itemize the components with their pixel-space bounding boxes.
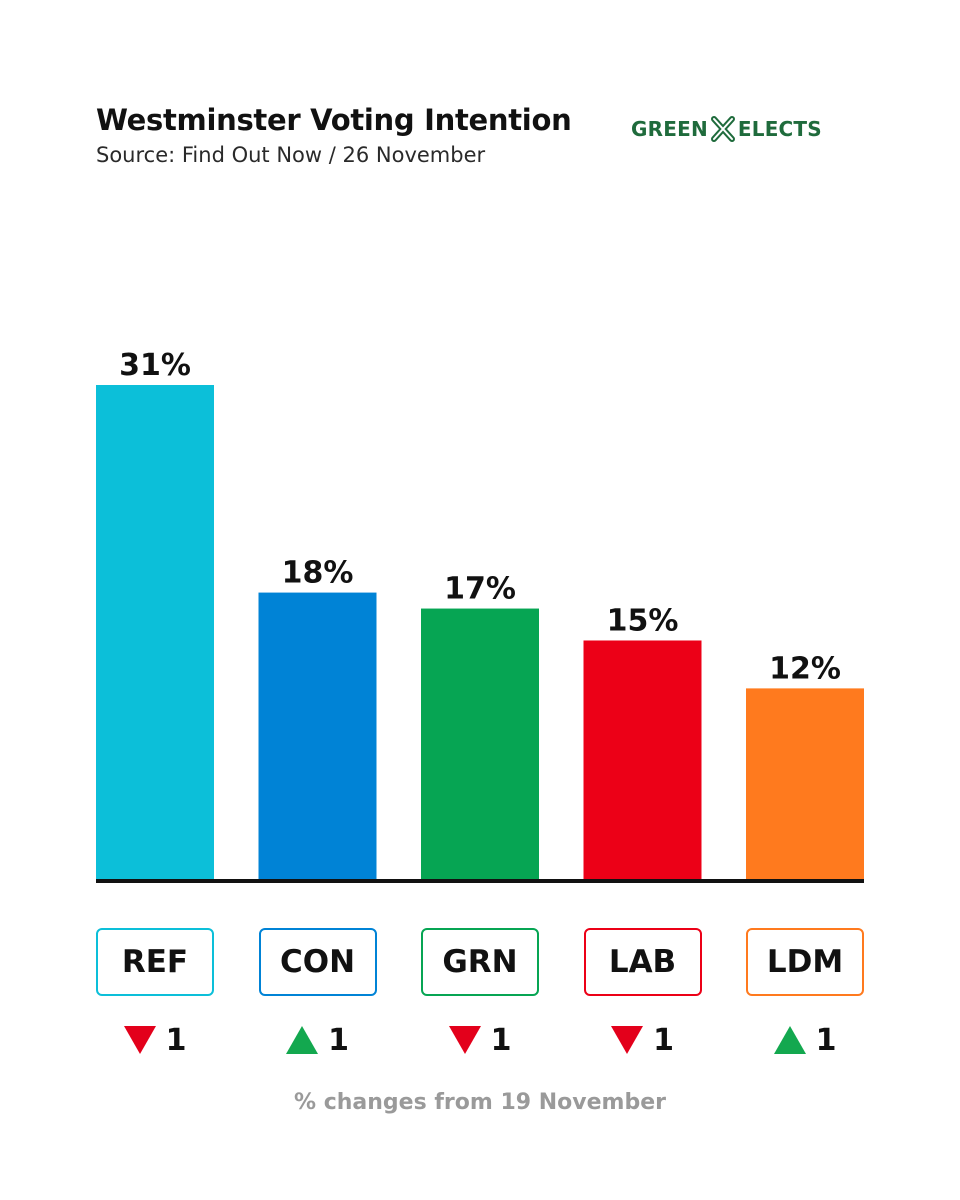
party-label-grn: GRN — [421, 928, 539, 996]
change-indicator-ldm: 1 — [746, 1022, 864, 1058]
arrow-down-icon — [123, 1026, 156, 1054]
bar-ref — [96, 385, 214, 880]
change-value: 1 — [815, 1022, 837, 1058]
logo-text-elects: ELECTS — [737, 117, 822, 141]
chart-subtitle: Source: Find Out Now / 26 November — [96, 143, 486, 167]
bar-chart: 31% 18% 17% 15% 12% — [96, 348, 864, 883]
arrow-up-icon — [773, 1026, 806, 1054]
change-value: 1 — [165, 1022, 187, 1058]
bar-value-label: 12% — [769, 651, 841, 686]
party-label-con: CON — [258, 928, 377, 996]
bar-grn — [421, 608, 539, 880]
party-label-ref: REF — [96, 928, 214, 996]
bar-value-label: 31% — [119, 348, 191, 383]
party-label-ldm: LDM — [746, 928, 864, 996]
bar-ldm — [746, 688, 864, 880]
green-elects-logo: GREEN ELECTS — [631, 114, 822, 144]
chart-title: Westminster Voting Intention — [96, 103, 572, 137]
party-label-lab: LAB — [583, 928, 702, 996]
bar-value-label: 18% — [282, 556, 354, 591]
change-value: 1 — [653, 1022, 674, 1058]
bar-lab — [583, 640, 702, 880]
change-indicator-lab: 1 — [584, 1022, 702, 1058]
arrow-down-icon — [611, 1026, 644, 1054]
logo-text-green: GREEN — [631, 117, 708, 141]
change-indicator-ref: 1 — [96, 1022, 214, 1058]
bar-con — [258, 592, 377, 880]
bar-value-label: 15% — [607, 603, 679, 638]
footnote: % changes from 19 November — [294, 1090, 666, 1115]
change-value: 1 — [328, 1022, 349, 1058]
change-indicator-grn: 1 — [421, 1022, 539, 1058]
arrow-down-icon — [448, 1026, 481, 1054]
cross-icon — [710, 116, 735, 142]
change-indicator-con: 1 — [259, 1022, 377, 1058]
bar-value-label: 17% — [444, 572, 516, 607]
arrow-up-icon — [286, 1026, 319, 1054]
change-value: 1 — [490, 1022, 512, 1058]
